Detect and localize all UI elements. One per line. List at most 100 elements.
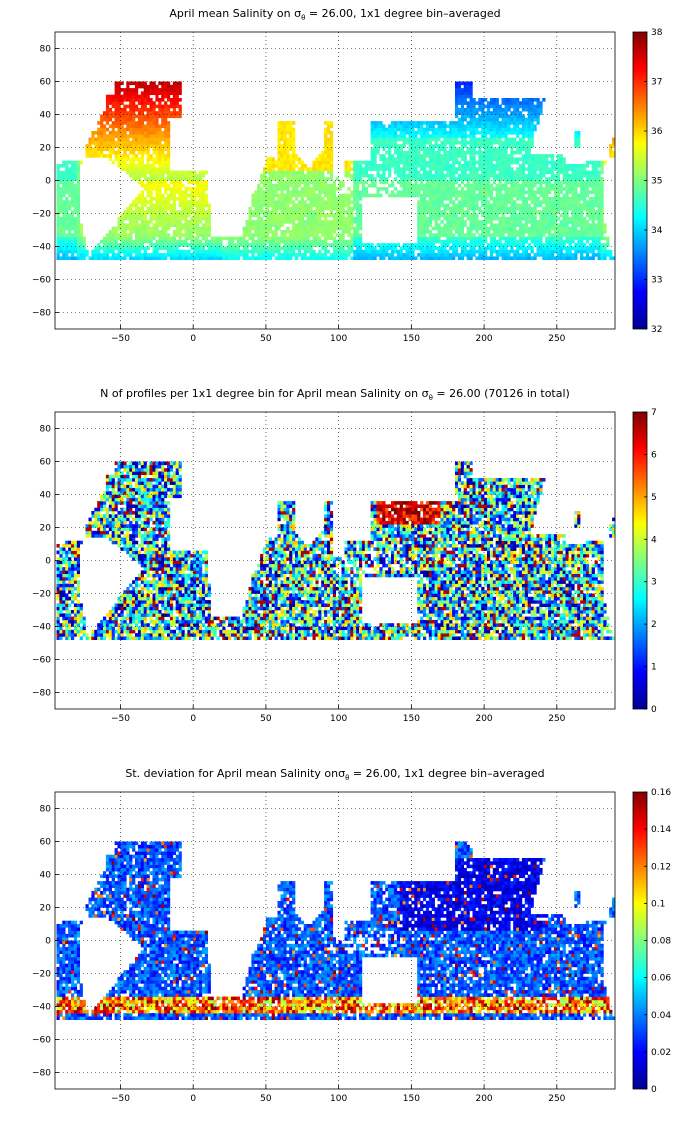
heatmap-cell bbox=[62, 206, 66, 211]
heatmap-cell bbox=[132, 220, 136, 224]
heatmap-cell bbox=[233, 249, 238, 254]
heatmap-cell bbox=[123, 216, 127, 221]
heatmap-cell bbox=[388, 154, 392, 158]
heatmap-cell bbox=[513, 243, 517, 247]
heatmap-cell bbox=[382, 134, 386, 138]
heatmap-cell bbox=[286, 197, 290, 201]
heatmap-cell bbox=[382, 177, 386, 181]
heatmap-cell bbox=[565, 193, 569, 198]
heatmap-cell bbox=[295, 170, 299, 175]
heatmap-cell bbox=[524, 220, 528, 224]
heatmap-cell bbox=[501, 170, 505, 175]
heatmap-cell bbox=[193, 249, 197, 254]
heatmap-cell bbox=[495, 223, 499, 227]
heatmap-cell bbox=[452, 180, 456, 185]
heatmap-cell bbox=[353, 170, 357, 175]
heatmap-cell bbox=[251, 239, 255, 244]
heatmap-cell bbox=[551, 177, 555, 181]
heatmap-cell bbox=[233, 243, 238, 247]
heatmap-cell bbox=[495, 131, 499, 135]
heatmap-cell bbox=[455, 137, 459, 142]
heatmap-cell bbox=[574, 173, 578, 178]
heatmap-cell bbox=[431, 187, 435, 191]
heatmap-cell bbox=[201, 203, 206, 208]
heatmap-cell bbox=[120, 124, 124, 128]
heatmap-cell bbox=[135, 213, 139, 218]
heatmap-cell bbox=[303, 200, 307, 204]
heatmap-cell bbox=[135, 197, 139, 201]
heatmap-cell bbox=[324, 147, 328, 152]
heatmap-cell bbox=[588, 236, 592, 241]
heatmap-cell bbox=[504, 173, 508, 178]
heatmap-cell bbox=[85, 253, 89, 257]
heatmap-cell bbox=[449, 190, 453, 194]
heatmap-cell bbox=[542, 190, 546, 194]
heatmap-cell bbox=[175, 249, 179, 254]
heatmap-cell bbox=[353, 239, 357, 244]
heatmap-cell bbox=[588, 230, 592, 234]
heatmap-cell bbox=[111, 246, 115, 251]
heatmap-cell bbox=[504, 230, 508, 234]
heatmap-cell bbox=[513, 190, 517, 194]
heatmap-cell bbox=[73, 226, 78, 231]
heatmap-cell bbox=[76, 164, 80, 168]
heatmap-cell bbox=[356, 170, 360, 175]
heatmap-cell bbox=[370, 180, 374, 185]
heatmap-cell bbox=[274, 173, 278, 178]
heatmap-cell bbox=[434, 144, 438, 148]
heatmap-cell bbox=[391, 256, 395, 260]
heatmap-cell bbox=[56, 230, 60, 234]
heatmap-cell bbox=[457, 243, 462, 247]
heatmap-cell bbox=[585, 256, 590, 260]
heatmap-cell bbox=[335, 226, 339, 231]
heatmap-cell bbox=[268, 164, 272, 168]
heatmap-cell bbox=[452, 160, 456, 165]
heatmap-cell bbox=[539, 164, 543, 168]
heatmap-cell bbox=[423, 167, 427, 171]
heatmap-cell bbox=[417, 157, 421, 161]
heatmap-cell bbox=[583, 233, 587, 237]
heatmap-cell bbox=[108, 154, 112, 158]
heatmap-cell bbox=[481, 213, 485, 218]
heatmap-cell bbox=[536, 226, 540, 231]
heatmap-cell bbox=[143, 253, 147, 257]
heatmap-cell bbox=[178, 173, 182, 178]
heatmap-cell bbox=[469, 167, 473, 171]
heatmap-cell bbox=[545, 246, 549, 251]
heatmap-cell bbox=[440, 157, 444, 161]
heatmap-cell bbox=[606, 243, 610, 247]
heatmap-cell bbox=[111, 230, 115, 234]
heatmap-cell bbox=[469, 187, 473, 191]
heatmap-cell bbox=[300, 233, 304, 237]
heatmap-cell bbox=[487, 150, 491, 155]
heatmap-cell bbox=[338, 210, 342, 214]
heatmap-cell bbox=[556, 230, 560, 234]
heatmap-cell bbox=[123, 243, 127, 247]
heatmap-cell bbox=[318, 197, 322, 201]
heatmap-cell bbox=[399, 256, 403, 260]
heatmap-cell bbox=[457, 150, 462, 155]
heatmap-cell bbox=[489, 253, 494, 257]
heatmap-cell bbox=[405, 249, 409, 254]
heatmap-cell bbox=[161, 253, 165, 257]
heatmap-cell bbox=[146, 127, 150, 132]
heatmap-cell bbox=[359, 180, 363, 185]
heatmap-cell bbox=[295, 203, 299, 208]
heatmap-cell bbox=[452, 256, 456, 260]
heatmap-cell bbox=[167, 213, 171, 218]
heatmap-cell bbox=[178, 187, 182, 191]
heatmap-cell bbox=[425, 177, 430, 181]
heatmap-cell bbox=[204, 180, 208, 185]
heatmap-cell bbox=[146, 256, 150, 260]
heatmap-cell bbox=[443, 147, 447, 152]
heatmap-cell bbox=[391, 164, 395, 168]
heatmap-cell bbox=[268, 239, 272, 244]
heatmap-cell bbox=[428, 150, 432, 155]
heatmap-cell bbox=[62, 173, 66, 178]
heatmap-cell bbox=[231, 239, 235, 244]
heatmap-cell bbox=[321, 160, 325, 165]
heatmap-cell bbox=[519, 203, 523, 208]
heatmap-cell bbox=[297, 206, 302, 211]
heatmap-cell bbox=[199, 193, 203, 198]
heatmap-cell bbox=[423, 216, 427, 221]
